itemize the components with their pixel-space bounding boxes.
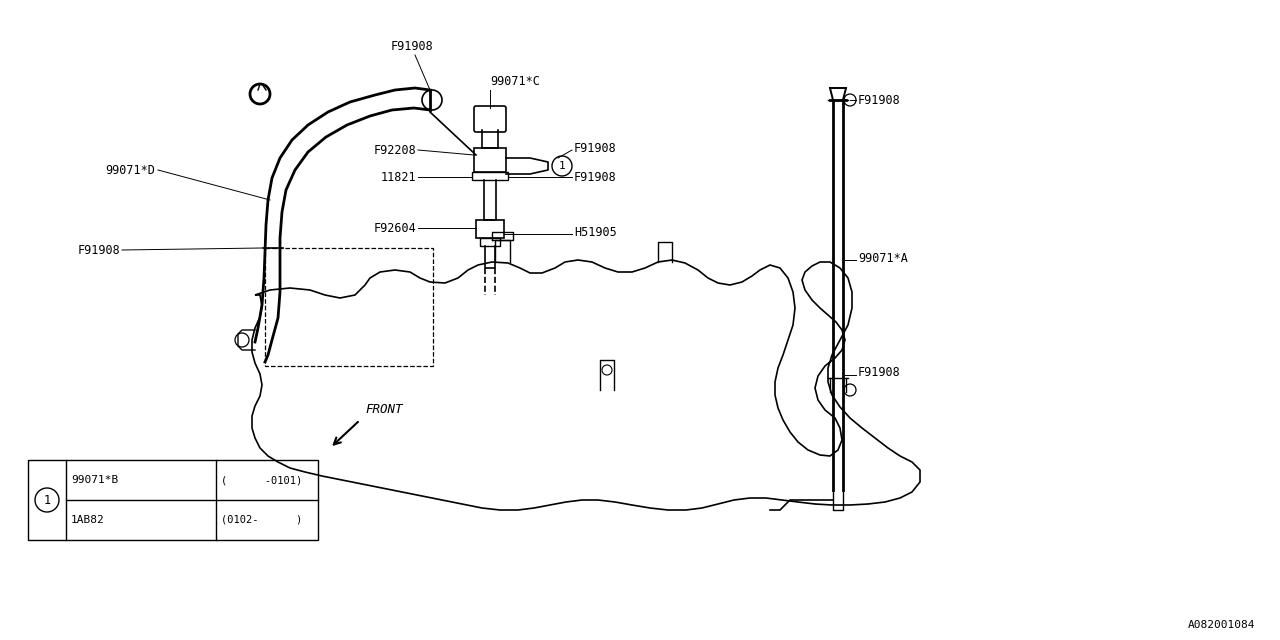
Text: F91908: F91908 [77, 243, 120, 257]
Text: F91908: F91908 [858, 93, 901, 106]
Text: 1: 1 [558, 161, 566, 171]
Text: 1AB82: 1AB82 [70, 515, 105, 525]
Text: F92208: F92208 [374, 143, 416, 157]
Text: 99071*B: 99071*B [70, 475, 118, 485]
Text: 11821: 11821 [380, 170, 416, 184]
Text: 1: 1 [44, 493, 51, 506]
Text: F91908: F91908 [390, 40, 434, 53]
Bar [474, 148, 506, 172]
Text: (0102-      ): (0102- ) [221, 515, 302, 525]
Bar [480, 238, 500, 246]
Text: F91908: F91908 [858, 365, 901, 378]
Bar [472, 172, 508, 180]
Text: H51905: H51905 [573, 225, 617, 239]
Bar [265, 248, 433, 366]
Text: FRONT: FRONT [365, 403, 402, 416]
Text: F91908: F91908 [573, 170, 617, 184]
Bar [28, 460, 317, 540]
Text: F92604: F92604 [374, 221, 416, 234]
Text: 99071*D: 99071*D [105, 163, 155, 177]
Text: 99071*C: 99071*C [490, 75, 540, 88]
Text: A082001084: A082001084 [1188, 620, 1254, 630]
Text: F91908: F91908 [573, 141, 617, 154]
Text: 99071*A: 99071*A [858, 252, 908, 264]
Text: (      -0101): ( -0101) [221, 475, 302, 485]
Bar [476, 220, 504, 238]
